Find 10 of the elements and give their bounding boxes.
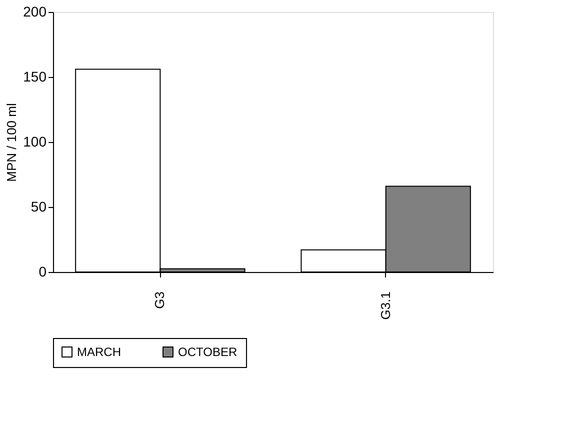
x-tick-label: G3.1	[378, 292, 393, 320]
y-axis-title: MPN / 100 ml	[4, 103, 20, 182]
y-tick-label: 200	[23, 4, 47, 20]
y-tick-label: 100	[23, 134, 47, 150]
legend-label: OCTOBER	[178, 345, 238, 359]
x-tick-label: G3	[152, 292, 168, 309]
y-tick-label: 50	[30, 198, 47, 214]
legend-label: MARCH	[77, 345, 121, 359]
y-tick-label: 150	[23, 68, 47, 84]
y-tick-label: 0	[38, 264, 47, 280]
